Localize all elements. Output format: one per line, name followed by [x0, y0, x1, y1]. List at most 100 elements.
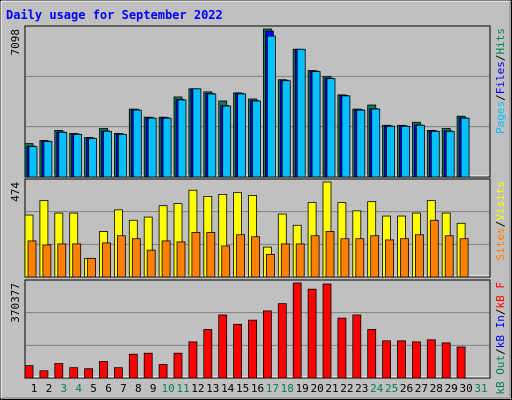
x-tick-label: 26	[400, 382, 413, 395]
x-tick-label: 23	[355, 382, 368, 395]
bar	[24, 365, 34, 379]
bar	[430, 130, 440, 178]
bar	[262, 310, 272, 379]
bar	[296, 48, 306, 178]
bar	[57, 243, 67, 278]
legend-entry: Visits	[494, 181, 507, 221]
bar	[39, 370, 49, 379]
bar	[132, 109, 142, 178]
bar	[188, 341, 198, 379]
x-tick-label: 20	[310, 382, 323, 395]
bar	[161, 240, 171, 278]
y-tick-label: 474	[9, 182, 22, 202]
bar	[340, 238, 350, 278]
bar	[280, 243, 290, 278]
x-tick-label: 5	[90, 382, 97, 395]
bar	[177, 99, 187, 178]
bar	[176, 241, 186, 278]
bar	[265, 253, 275, 278]
bar	[43, 141, 53, 178]
x-tick-label: 19	[296, 382, 309, 395]
bar	[146, 249, 156, 278]
bar	[103, 130, 112, 178]
bar	[266, 35, 276, 178]
x-tick-label: 2	[46, 382, 53, 395]
bar	[459, 238, 469, 278]
bar	[367, 329, 377, 379]
y-tick-label: 7098	[9, 29, 22, 56]
legend-separator: /	[494, 348, 507, 355]
bar	[444, 235, 454, 278]
bar	[237, 93, 247, 178]
x-tick-label: 31	[474, 382, 487, 395]
x-tick-label: 10	[161, 382, 174, 395]
x-tick-label: 30	[459, 382, 472, 395]
x-tick-label: 16	[251, 382, 264, 395]
legend: kB Out/kB In/kB F	[494, 282, 507, 395]
x-tick-label: 14	[221, 382, 235, 395]
legend-separator: /	[494, 55, 507, 62]
x-tick-label: 9	[150, 382, 157, 395]
bar	[355, 238, 365, 278]
bar	[326, 78, 336, 178]
bar	[310, 235, 320, 278]
bar	[162, 117, 172, 178]
bar	[28, 146, 38, 178]
x-tick-label: 21	[325, 382, 338, 395]
x-tick-label: 8	[135, 382, 142, 395]
bar	[72, 243, 82, 278]
bar	[173, 352, 183, 379]
bar	[311, 71, 321, 178]
bar	[114, 367, 123, 379]
bar	[401, 125, 410, 178]
bar	[411, 341, 421, 379]
legend-entry: Pages	[494, 101, 507, 134]
bar	[143, 352, 153, 379]
x-tick-label: 6	[105, 382, 112, 395]
bar	[248, 319, 257, 379]
bar	[252, 100, 261, 178]
bar	[426, 339, 436, 379]
x-tick-label: 7	[120, 382, 127, 395]
legend: Pages/Files/Hits	[494, 28, 507, 134]
x-tick-label: 17	[266, 382, 279, 395]
bar	[236, 234, 246, 278]
legend-entry: Files	[494, 61, 507, 94]
bar	[84, 368, 93, 379]
legend: Sites/Visits	[494, 181, 507, 261]
bar	[322, 283, 332, 379]
bar	[88, 138, 97, 178]
x-tick-label: 18	[281, 382, 294, 395]
bar	[99, 361, 108, 379]
bar	[218, 314, 228, 379]
legend-entry: kB F	[494, 282, 507, 309]
bar	[42, 244, 52, 278]
bar	[295, 243, 305, 278]
bar	[207, 93, 217, 178]
bar	[117, 235, 126, 278]
x-tick-label: 22	[340, 382, 353, 395]
x-tick-label: 15	[236, 382, 249, 395]
bar	[307, 288, 317, 379]
legend-entry: Hits	[494, 28, 507, 55]
bar	[222, 105, 232, 178]
y-tick-label: 370377	[9, 283, 22, 323]
x-tick-label: 24	[370, 382, 384, 395]
bar	[456, 346, 466, 379]
x-tick-label: 12	[191, 382, 204, 395]
bar	[371, 108, 381, 178]
bar	[415, 124, 425, 178]
bar	[397, 340, 406, 379]
legend-separator: /	[494, 94, 507, 101]
bar	[191, 232, 201, 278]
bar	[203, 329, 213, 379]
bar	[118, 134, 127, 178]
bar	[69, 367, 79, 379]
x-tick-label: 4	[75, 382, 82, 395]
bar	[382, 340, 392, 379]
bar	[337, 317, 347, 379]
bar	[385, 239, 395, 278]
chart-title: Daily usage for September 2022	[6, 8, 223, 22]
legend-entry: Sites	[494, 227, 507, 260]
